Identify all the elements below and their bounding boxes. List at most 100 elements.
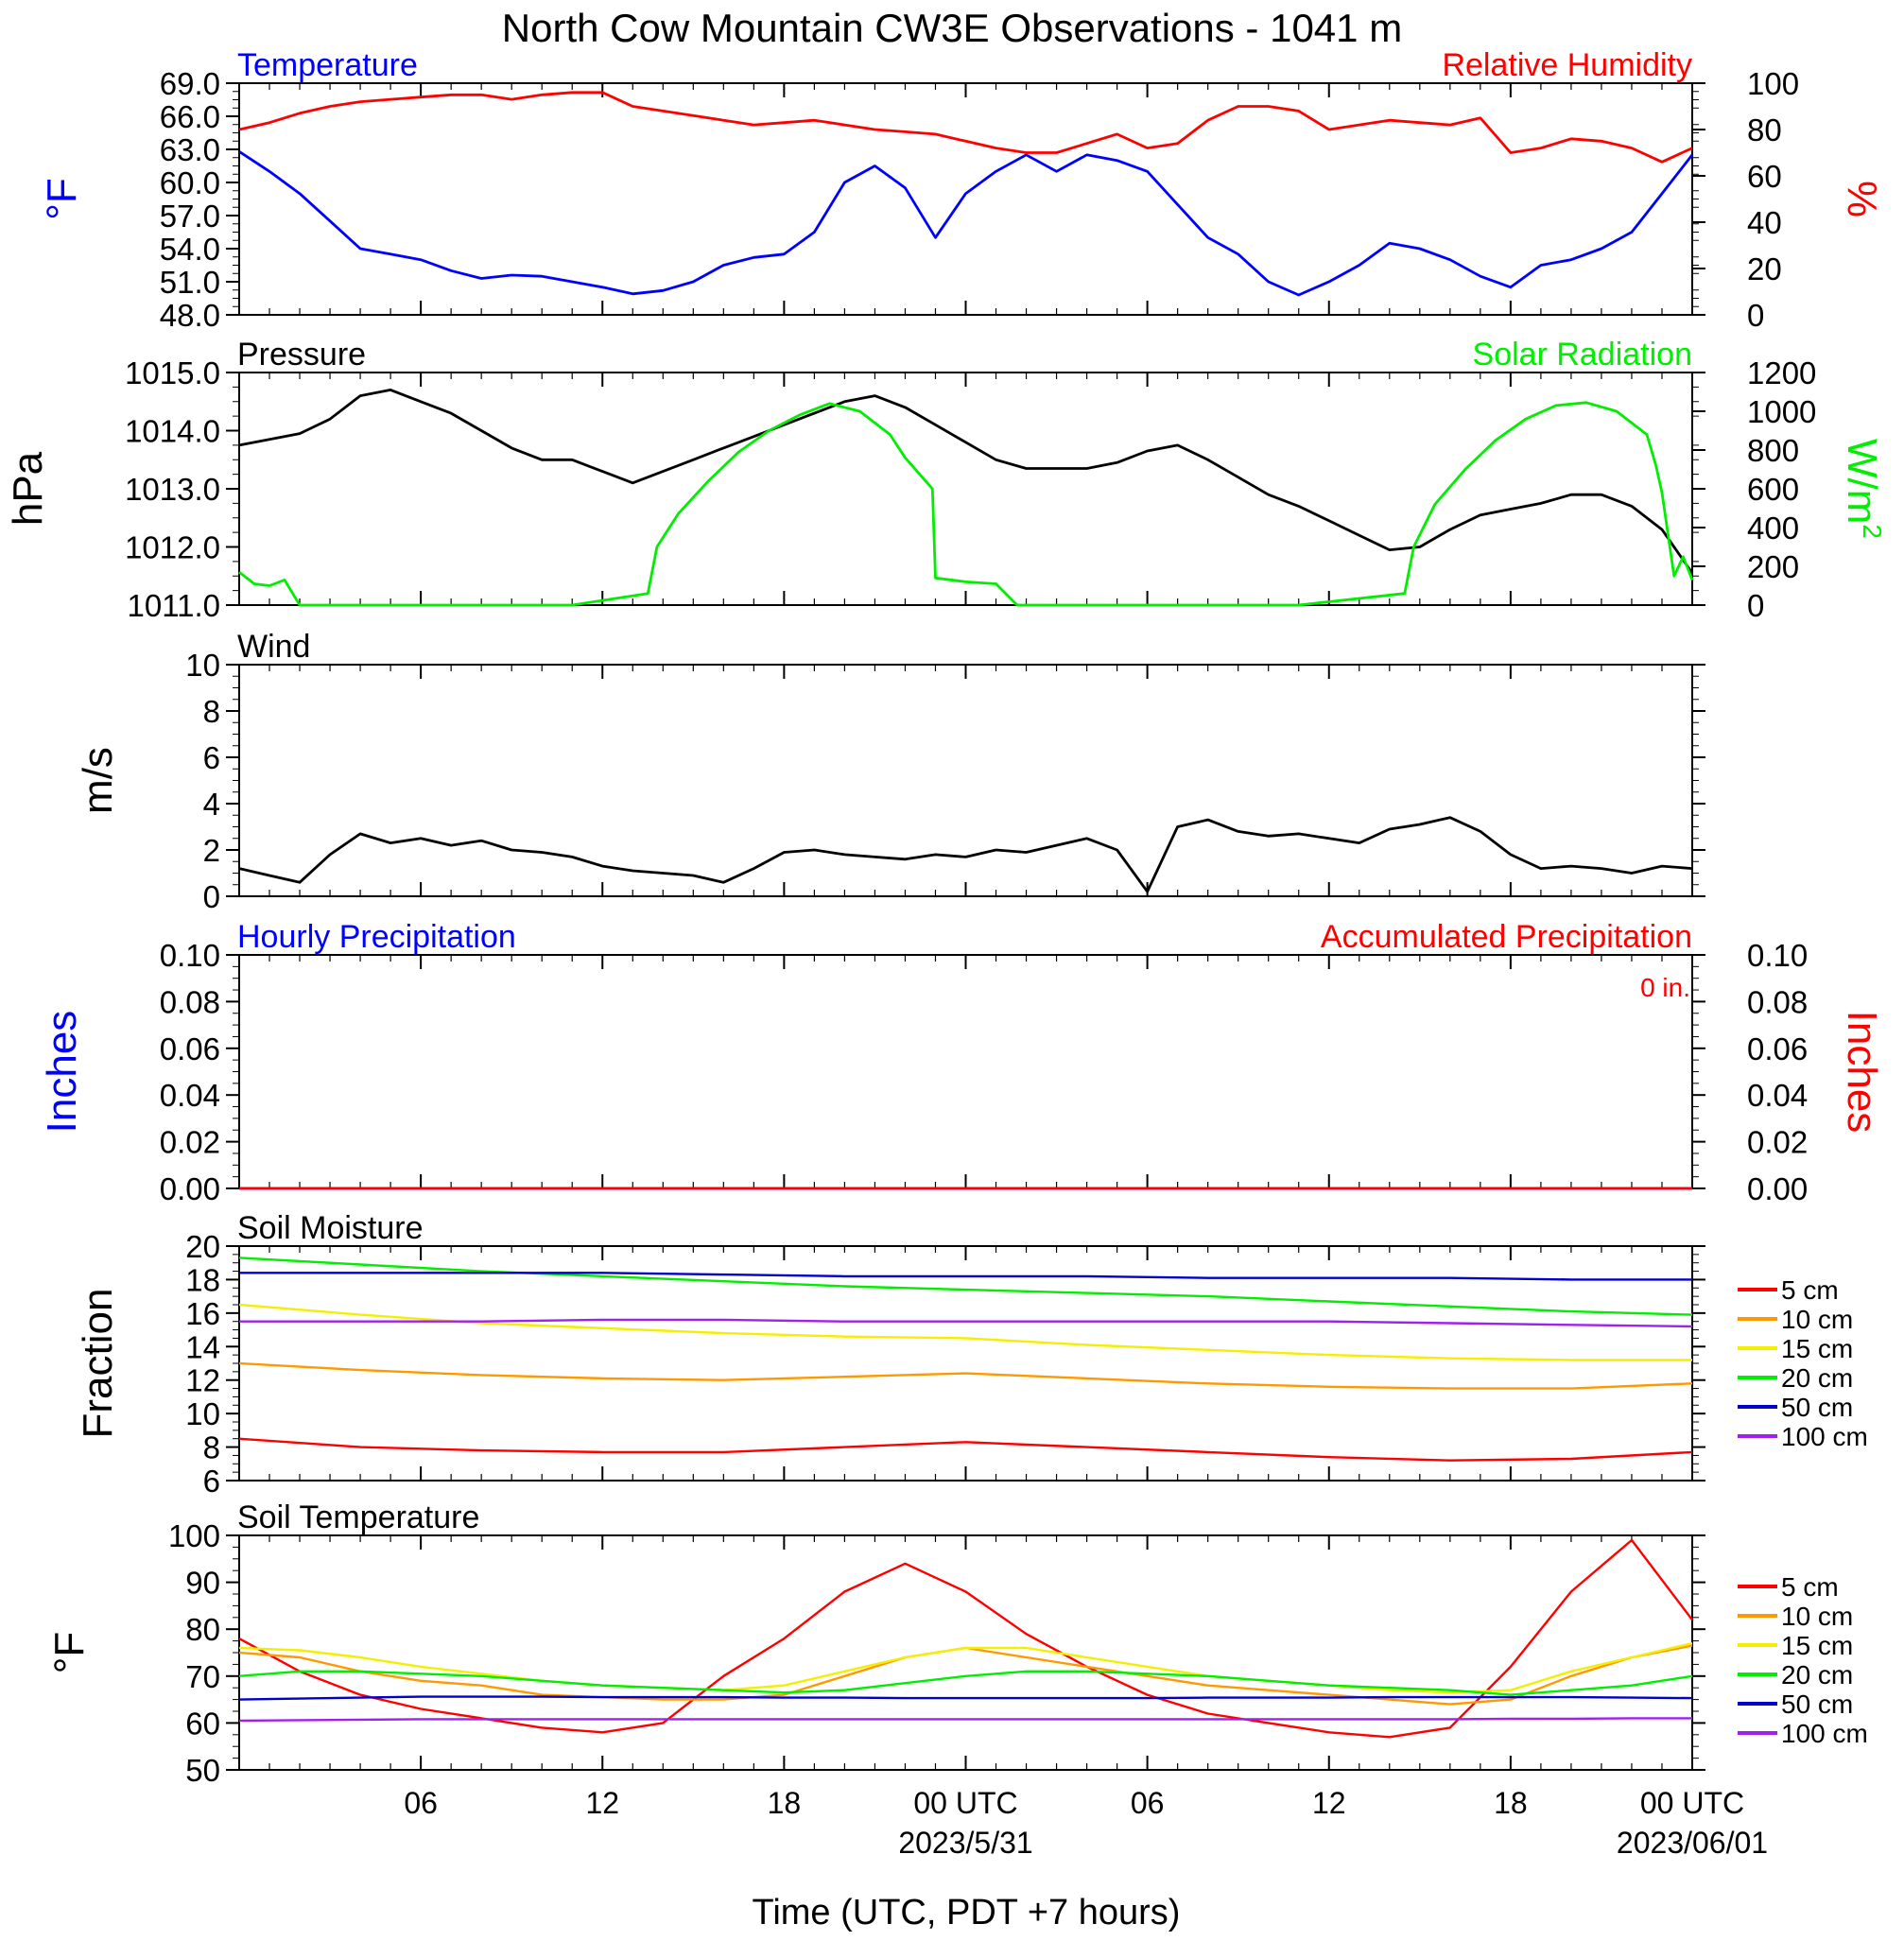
x-tick-label: 06 bbox=[1131, 1786, 1165, 1820]
y-tick-label: 4 bbox=[203, 787, 220, 822]
panel-precipitation: 0.00 0.02 0.04 0.06 0.08 0.10 0.00 0.02 0.04 0.06… bbox=[39, 919, 1885, 1206]
plot-frame bbox=[238, 372, 1693, 606]
legend-label: 100 cm bbox=[1781, 1422, 1868, 1451]
series-line-15-cm bbox=[238, 1641, 1693, 1694]
plot-frame bbox=[238, 1245, 1693, 1482]
panel-title-left: Wind bbox=[237, 629, 310, 665]
y-tick-label: 0.00 bbox=[160, 1171, 220, 1206]
y-axis-label: m/s bbox=[75, 747, 121, 814]
y-tick-label: 1015.0 bbox=[125, 355, 220, 390]
y-right-tick-label: 800 bbox=[1747, 433, 1799, 468]
y-tick-label: 2 bbox=[203, 833, 220, 868]
y-tick-label: 50 bbox=[185, 1753, 220, 1788]
y-right-tick-label: 0.10 bbox=[1747, 938, 1808, 973]
panel-title-left: Soil Moisture bbox=[237, 1210, 424, 1246]
legend-label: 100 cm bbox=[1781, 1719, 1868, 1748]
series-line-relative-humidity bbox=[238, 91, 1693, 164]
y-axis-label: °F bbox=[46, 1632, 93, 1673]
series-line-100-cm bbox=[238, 1717, 1692, 1723]
y-tick-label: 60 bbox=[185, 1706, 220, 1741]
y-tick-label: 18 bbox=[185, 1262, 220, 1297]
y-axis-label-right: % bbox=[1839, 181, 1885, 217]
y-tick-label: 0.10 bbox=[160, 938, 220, 973]
panel-title-left: Hourly Precipitation bbox=[237, 919, 516, 955]
figure-title: North Cow Mountain CW3E Observations - 1… bbox=[502, 6, 1402, 50]
y-right-tick-label: 1200 bbox=[1747, 355, 1816, 390]
y-right-tick-label: 0.04 bbox=[1747, 1078, 1808, 1113]
y-right-tick-label: 0.06 bbox=[1747, 1031, 1808, 1066]
y-tick-label: 70 bbox=[185, 1659, 220, 1694]
y-tick-label: 51.0 bbox=[160, 265, 220, 300]
series-line-solar-radiation bbox=[238, 401, 1694, 607]
legend-label: 15 cm bbox=[1781, 1631, 1853, 1660]
y-tick-label: 0 bbox=[203, 879, 220, 914]
series-line-5-cm bbox=[238, 1538, 1693, 1739]
plot-frame bbox=[238, 82, 1693, 316]
y-right-tick-label: 0.08 bbox=[1747, 984, 1808, 1019]
y-tick-label: 6 bbox=[203, 1464, 220, 1499]
series-line-100-cm bbox=[239, 1318, 1693, 1328]
legend-label: 5 cm bbox=[1781, 1275, 1839, 1305]
series-line-wind bbox=[238, 816, 1693, 893]
y-axis-label-right: W/m2 bbox=[1839, 439, 1887, 539]
y-tick-label: 6 bbox=[203, 740, 220, 775]
x-axis-label: Time (UTC, PDT +7 hours) bbox=[753, 1893, 1181, 1932]
panel-wind: 0 2 4 6 8 10 Wind m/s bbox=[75, 629, 1705, 914]
y-tick-label: 10 bbox=[185, 648, 220, 683]
series-line-20-cm bbox=[238, 1670, 1693, 1696]
series-line-20-cm bbox=[238, 1256, 1693, 1316]
y-tick-label: 0.06 bbox=[160, 1031, 220, 1066]
legend-label: 20 cm bbox=[1781, 1660, 1853, 1690]
series-line-5-cm bbox=[238, 1437, 1693, 1462]
y-right-tick-label: 0 bbox=[1747, 588, 1764, 623]
y-right-tick-label: 200 bbox=[1747, 549, 1799, 584]
panel-title-left: Soil Temperature bbox=[237, 1499, 479, 1535]
panel-title-left: Pressure bbox=[237, 337, 366, 373]
legend-label: 50 cm bbox=[1781, 1690, 1853, 1719]
y-tick-label: 1013.0 bbox=[125, 472, 220, 507]
series-line-50-cm bbox=[239, 1272, 1692, 1281]
x-tick-label: 12 bbox=[585, 1786, 619, 1820]
legend-label: 10 cm bbox=[1781, 1602, 1853, 1631]
y-tick-label: 8 bbox=[203, 1430, 220, 1465]
y-right-tick-label: 100 bbox=[1747, 66, 1799, 101]
y-tick-label: 10 bbox=[185, 1396, 220, 1431]
panel-title-right: Solar Radiation bbox=[1473, 337, 1692, 373]
y-tick-label: 100 bbox=[168, 1518, 220, 1553]
y-axis-label: hPa bbox=[5, 451, 51, 526]
y-tick-label: 0.04 bbox=[160, 1078, 220, 1113]
y-tick-label: 16 bbox=[185, 1296, 220, 1331]
legend-label: 15 cm bbox=[1781, 1334, 1853, 1363]
plot-frame bbox=[238, 1534, 1693, 1771]
legend-label: 50 cm bbox=[1781, 1393, 1853, 1422]
series-line-50-cm bbox=[238, 1695, 1693, 1701]
y-right-tick-label: 400 bbox=[1747, 511, 1799, 546]
y-axis-label: Fraction bbox=[75, 1289, 121, 1439]
x-tick-label: 00 UTC bbox=[913, 1786, 1017, 1820]
y-right-tick-label: 80 bbox=[1747, 113, 1782, 147]
series-line-10-cm bbox=[238, 1361, 1693, 1390]
panel-temperature-humidity: 48.051.054.057.060.063.066.069.0 0 20 40 60 8… bbox=[39, 47, 1885, 333]
y-right-tick-label: 0.00 bbox=[1747, 1171, 1808, 1206]
time-axis: 06 12 18 00 UTC 06 12 18 00 UTC 2023/5/31 2023/06… bbox=[404, 1786, 1768, 1860]
y-tick-label: 12 bbox=[185, 1363, 220, 1398]
series-line-temperature bbox=[238, 150, 1694, 297]
y-tick-label: 60.0 bbox=[160, 165, 220, 200]
y-axis-label: Inches bbox=[39, 1011, 85, 1134]
y-tick-label: 48.0 bbox=[160, 298, 220, 333]
y-right-tick-label: 60 bbox=[1747, 159, 1782, 194]
y-tick-label: 57.0 bbox=[160, 199, 220, 234]
legend-label: 20 cm bbox=[1781, 1363, 1853, 1393]
y-tick-label: 63.0 bbox=[160, 132, 220, 167]
y-axis-label: °F bbox=[39, 178, 85, 219]
panel-title-right: Accumulated Precipitation bbox=[1321, 919, 1692, 955]
y-tick-label: 14 bbox=[185, 1329, 220, 1364]
y-tick-label: 1012.0 bbox=[125, 530, 220, 565]
y-right-tick-label: 0.02 bbox=[1747, 1125, 1808, 1160]
x-tick-label: 00 UTC bbox=[1640, 1786, 1744, 1820]
x-date-label: 2023/06/01 bbox=[1617, 1826, 1768, 1860]
x-tick-label: 12 bbox=[1312, 1786, 1346, 1820]
legend-label: 10 cm bbox=[1781, 1305, 1853, 1334]
